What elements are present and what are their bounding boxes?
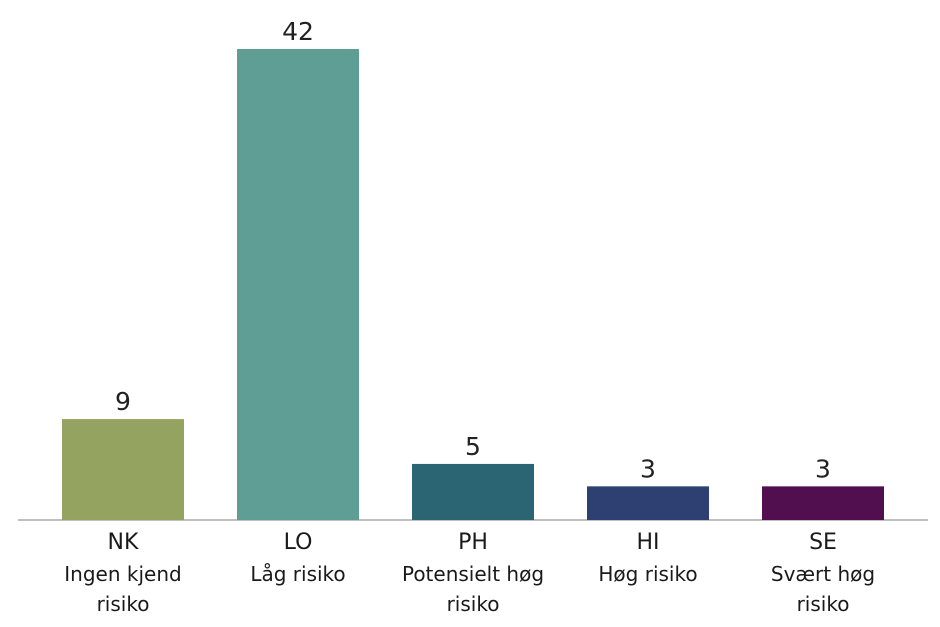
value-label: 3 <box>815 454 831 483</box>
category-description: Ingen kjend risiko <box>64 562 182 616</box>
category-description: Låg risiko <box>250 562 346 586</box>
value-label: 9 <box>115 387 131 416</box>
bar <box>412 463 534 520</box>
category-description: Høg risiko <box>598 562 698 586</box>
category-description: Potensielt høg risiko <box>401 562 545 616</box>
bar <box>587 486 709 520</box>
bar <box>762 486 884 520</box>
category-code: HI <box>636 530 660 555</box>
category-code: LO <box>283 530 313 555</box>
bar <box>237 49 359 520</box>
category-description: Svært høg risiko <box>770 562 876 616</box>
category-code: PH <box>458 530 488 555</box>
category-code: NK <box>107 530 139 555</box>
value-label: 5 <box>465 432 481 461</box>
bar <box>62 419 184 520</box>
value-label: 42 <box>282 17 314 46</box>
value-label: 3 <box>640 454 656 483</box>
category-code: SE <box>809 530 837 555</box>
